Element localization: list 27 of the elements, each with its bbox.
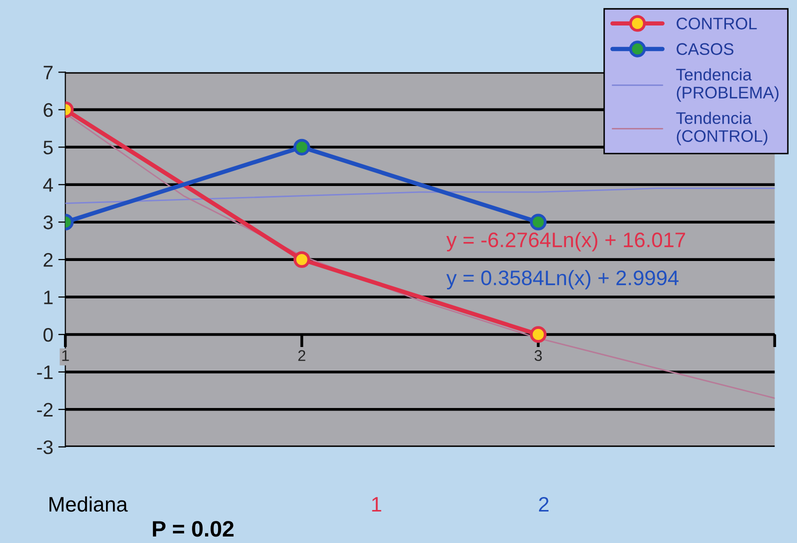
- text: 2: [539, 496, 549, 512]
- y-tick-label: 5: [44, 140, 53, 154]
- text: P = 0.02: [152, 520, 234, 537]
- text: 1: [372, 497, 382, 512]
- legend-label: Tendencia (CONTROL): [676, 112, 768, 146]
- x-tick-label: 3: [534, 350, 542, 361]
- y-tick-label: 3: [43, 216, 53, 230]
- point: [530, 326, 547, 343]
- line-series: [65, 188, 775, 204]
- y-tick-label: -1: [37, 366, 53, 379]
- y-tick-label: -3: [37, 440, 53, 454]
- point: [530, 214, 547, 230]
- legend-label: Tendencia (PROBLEMA): [676, 68, 778, 102]
- y-tick-label: 4: [43, 178, 53, 192]
- legend-label: CASOS: [676, 43, 734, 55]
- annotation: y = -6.2764Ln(x) + 16.017: [446, 232, 686, 252]
- y-tick-label: 1: [44, 290, 53, 304]
- legend-label: CONTROL: [676, 18, 757, 30]
- annotation: y = 0.3584Ln(x) + 2.9994: [446, 270, 679, 290]
- text: Mediana: [50, 496, 128, 512]
- x-tick-label: 1: [62, 350, 69, 361]
- y-tick-label: 0: [43, 328, 53, 342]
- y-tick-label: -2: [37, 402, 53, 416]
- y-tick-label: 6: [44, 103, 53, 117]
- y-tick-label: 7: [44, 66, 53, 80]
- y-tick-label: 2: [44, 253, 53, 267]
- x-tick-label: 2: [298, 350, 306, 361]
